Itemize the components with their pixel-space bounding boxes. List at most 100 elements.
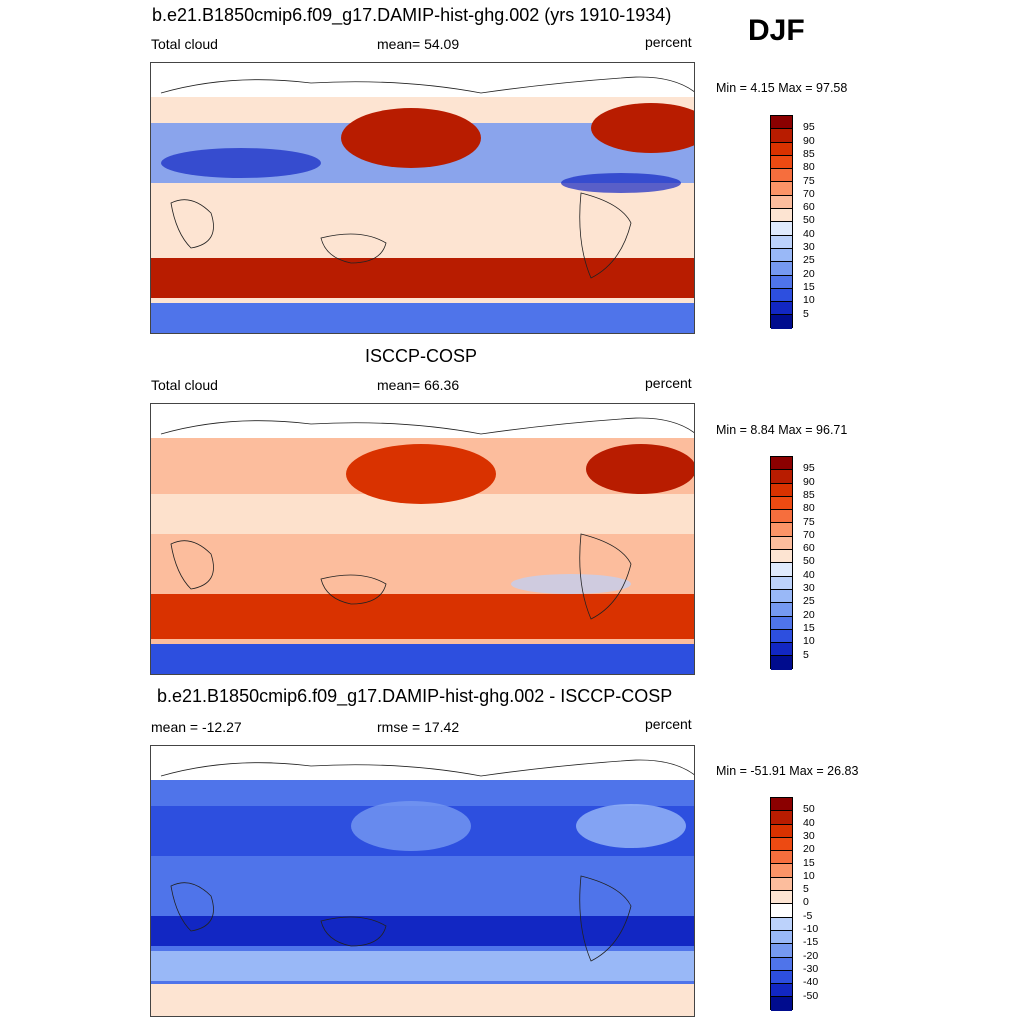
colorbar-swatch — [771, 643, 792, 657]
colorbar-tick-label: 15 — [803, 621, 815, 634]
colorbar-tick-label: -20 — [803, 949, 819, 962]
colorbar-swatch — [771, 550, 792, 564]
colorbar-tick-label: -40 — [803, 976, 819, 989]
colorbar-tick-label: 75 — [803, 174, 815, 187]
colorbar-swatch — [771, 129, 792, 143]
colorbar-tick-label: 25 — [803, 254, 815, 267]
colorbar-swatch — [771, 275, 792, 289]
season-label: DJF — [748, 14, 805, 47]
colorbar-swatch — [771, 811, 792, 825]
colorbar-tick-label: 15 — [803, 856, 815, 869]
colorbar-tick-label: 60 — [803, 542, 815, 555]
colorbar-tick-label: 30 — [803, 829, 815, 842]
colorbar-tick-label: 95 — [803, 462, 815, 475]
colorbar-tick-label: 85 — [803, 147, 815, 160]
colorbar-tick-label: 90 — [803, 475, 815, 488]
panel3-map — [150, 745, 695, 1017]
colorbar-tick-label: 10 — [803, 294, 815, 307]
colorbar-swatch — [771, 824, 792, 838]
colorbar-swatch — [771, 837, 792, 852]
panel1-map-field — [151, 63, 694, 333]
colorbar-tick-label: 5 — [803, 648, 809, 661]
colorbar-swatch — [771, 248, 792, 263]
colorbar-swatch — [771, 209, 792, 223]
colorbar-tick-label: 70 — [803, 528, 815, 541]
panel3-map-field — [151, 746, 694, 1016]
panel3-colorbar — [770, 797, 793, 1011]
colorbar-swatch — [771, 235, 792, 249]
colorbar-tick-label: -30 — [803, 962, 819, 975]
colorbar-tick-label: 30 — [803, 241, 815, 253]
colorbar-swatch — [771, 470, 792, 484]
colorbar-tick-label: 40 — [803, 816, 815, 829]
colorbar-swatch — [771, 142, 792, 156]
colorbar-tick-label: 10 — [803, 635, 815, 648]
colorbar-tick-label: 80 — [803, 161, 815, 174]
panel2-map-field — [151, 404, 694, 674]
panel3-rmse-label: rmse = 17.42 — [377, 719, 460, 735]
colorbar-tick-label: 60 — [803, 201, 815, 214]
colorbar-swatch — [771, 288, 792, 303]
colorbar-swatch — [771, 536, 792, 551]
panel2-title: ISCCP-COSP — [365, 346, 478, 366]
colorbar-tick-label: 40 — [803, 568, 815, 581]
colorbar-swatch — [771, 904, 792, 918]
colorbar-swatch — [771, 483, 792, 497]
panel2-map — [150, 403, 695, 675]
colorbar-swatch — [771, 563, 792, 577]
colorbar-swatch — [771, 182, 792, 196]
panel3-mean-label: mean = -12.27 — [151, 719, 242, 735]
colorbar-swatch — [771, 195, 792, 210]
panel3-units-label: percent — [645, 716, 692, 732]
colorbar-swatch — [771, 851, 792, 865]
panel1-mean-label: mean= 54.09 — [377, 36, 460, 52]
colorbar-tick-label: 5 — [803, 307, 809, 320]
colorbar-tick-label: -15 — [803, 936, 819, 949]
colorbar-swatch — [771, 930, 792, 945]
colorbar-swatch — [771, 523, 792, 537]
colorbar-tick-label: 50 — [803, 803, 815, 816]
colorbar-tick-label: 10 — [803, 869, 815, 882]
colorbar-tick-label: 25 — [803, 595, 815, 608]
colorbar-tick-label: 0 — [803, 896, 809, 909]
colorbar-tick-label: -10 — [803, 923, 819, 935]
colorbar-swatch — [771, 864, 792, 878]
colorbar-tick-label: 85 — [803, 488, 815, 501]
colorbar-swatch — [771, 457, 792, 471]
panel3-title: b.e21.B1850cmip6.f09_g17.DAMIP-hist-ghg.… — [157, 686, 673, 706]
colorbar-swatch — [771, 155, 792, 170]
colorbar-swatch — [771, 315, 792, 329]
colorbar-tick-label: -5 — [803, 909, 813, 922]
colorbar-tick-label: 30 — [803, 582, 815, 594]
colorbar-tick-label: 5 — [803, 883, 809, 896]
colorbar-swatch — [771, 877, 792, 892]
colorbar-tick-label: 70 — [803, 187, 815, 200]
panel3-minmax: Min = -51.91 Max = 26.83 — [716, 764, 859, 778]
colorbar-swatch — [771, 957, 792, 971]
panel1-minmax: Min = 4.15 Max = 97.58 — [716, 81, 848, 95]
colorbar-swatch — [771, 891, 792, 905]
colorbar-swatch — [771, 302, 792, 316]
panel2-colorbar — [770, 456, 793, 670]
colorbar-swatch — [771, 262, 792, 276]
colorbar-tick-label: 20 — [803, 267, 815, 280]
colorbar-tick-label: 95 — [803, 121, 815, 134]
panel2-mean-label: mean= 66.36 — [377, 377, 460, 393]
colorbar-swatch — [771, 798, 792, 812]
colorbar-swatch — [771, 984, 792, 998]
colorbar-tick-label: -50 — [803, 989, 819, 1002]
panel1-left-label: Total cloud — [151, 36, 218, 52]
colorbar-swatch — [771, 917, 792, 931]
colorbar-swatch — [771, 576, 792, 590]
colorbar-swatch — [771, 944, 792, 958]
panel1-map — [150, 62, 695, 334]
colorbar-tick-label: 40 — [803, 227, 815, 240]
colorbar-tick-label: 20 — [803, 843, 815, 856]
colorbar-swatch — [771, 589, 792, 604]
colorbar-tick-label: 50 — [803, 214, 815, 227]
colorbar-swatch — [771, 970, 792, 985]
colorbar-tick-label: 15 — [803, 280, 815, 293]
colorbar-tick-label: 50 — [803, 555, 815, 568]
colorbar-tick-label: 75 — [803, 515, 815, 528]
colorbar-swatch — [771, 616, 792, 630]
